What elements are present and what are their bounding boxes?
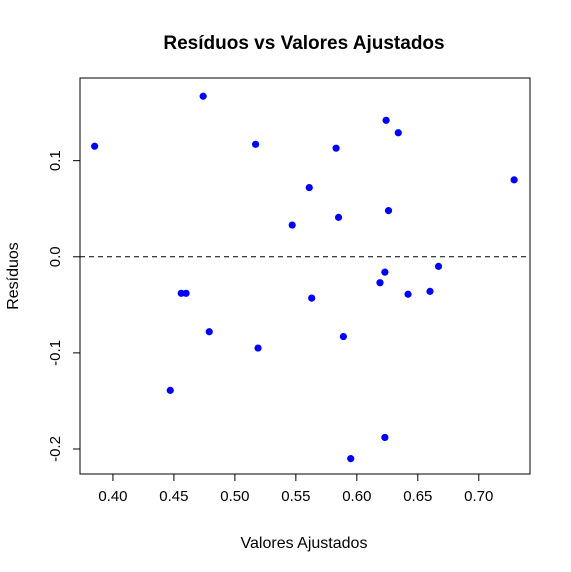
data-point	[426, 287, 434, 295]
y-axis: 0.1 0.0 -0.1 -0.2	[47, 150, 81, 462]
data-points	[91, 92, 518, 463]
data-point	[252, 140, 260, 148]
y-tick-label: 0.1	[47, 150, 64, 171]
x-axis-label: Valores Ajustados	[241, 535, 368, 552]
x-tick-label: 0.55	[281, 488, 310, 505]
data-point	[404, 290, 412, 298]
data-point	[166, 386, 174, 394]
y-axis-label: Resíduos	[5, 242, 22, 310]
data-point	[205, 328, 213, 336]
data-point	[434, 262, 443, 270]
y-tick-label: -0.2	[47, 436, 64, 462]
y-tick-label: -0.1	[47, 340, 64, 366]
data-point	[382, 116, 390, 124]
data-point	[182, 289, 190, 297]
x-tick-label: 0.50	[220, 488, 249, 505]
chart-title: Resíduos vs Valores Ajustados	[163, 33, 444, 54]
data-point	[254, 344, 262, 352]
data-point	[334, 213, 343, 221]
x-tick-label: 0.45	[159, 488, 188, 505]
data-point	[91, 142, 99, 150]
data-point	[381, 433, 389, 442]
y-tick-label: 0.0	[47, 246, 64, 267]
data-point	[332, 144, 340, 152]
data-point	[384, 207, 393, 215]
x-tick-label: 0.60	[342, 488, 371, 505]
data-point	[308, 294, 316, 302]
data-point	[381, 268, 389, 276]
data-point	[394, 129, 402, 137]
plot-frame	[79, 77, 531, 475]
data-point	[347, 455, 355, 463]
data-point	[305, 183, 313, 192]
data-point	[510, 176, 518, 184]
x-tick-label: 0.70	[464, 488, 493, 505]
x-tick-label: 0.65	[403, 488, 432, 505]
data-point	[376, 279, 384, 287]
data-point	[339, 332, 348, 341]
x-axis: 0.40 0.45 0.50 0.55 0.60 0.65 0.70	[98, 473, 493, 505]
x-tick-label: 0.40	[98, 488, 127, 505]
data-point	[199, 92, 207, 100]
data-point	[288, 221, 296, 229]
